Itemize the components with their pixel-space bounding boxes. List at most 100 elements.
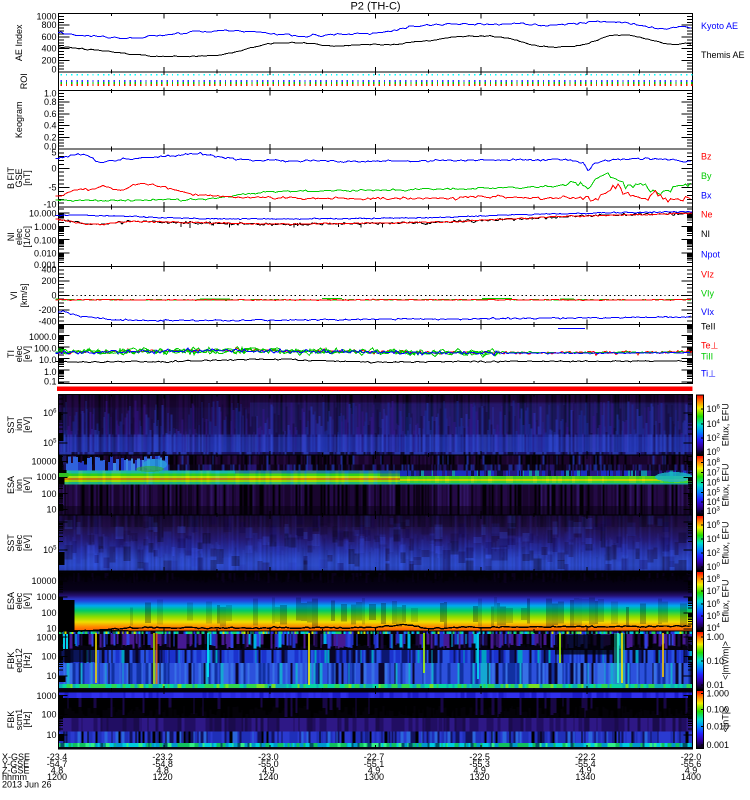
- svg-text:Kyoto AE: Kyoto AE: [701, 21, 738, 31]
- svg-text:ESA: ESA: [6, 476, 16, 494]
- svg-text:106: 106: [707, 599, 721, 609]
- svg-text:-55.0: -55.0: [258, 759, 279, 769]
- svg-text:0.010: 0.010: [34, 249, 57, 259]
- svg-text:Eflux, EFU: Eflux, EFU: [721, 579, 731, 622]
- svg-text:Eflux, EFU: Eflux, EFU: [721, 403, 731, 446]
- svg-text:1.0: 1.0: [44, 89, 57, 99]
- svg-text:ESA: ESA: [6, 592, 16, 610]
- svg-text:100.0: 100.0: [34, 344, 57, 354]
- svg-text:Npot: Npot: [701, 250, 721, 260]
- svg-text:VIx: VIx: [701, 307, 715, 317]
- svg-text:105: 105: [707, 488, 721, 498]
- svg-text:VIz: VIz: [701, 270, 715, 280]
- svg-text:1200: 1200: [47, 772, 67, 782]
- svg-text:10: 10: [46, 505, 56, 515]
- svg-text:1.000: 1.000: [707, 689, 730, 699]
- svg-text:4.9: 4.9: [685, 765, 698, 775]
- svg-text:2013 Jun 26: 2013 Jun 26: [2, 779, 52, 789]
- svg-text:-55.3: -55.3: [469, 759, 490, 769]
- svg-text:103: 103: [707, 506, 721, 516]
- svg-text:4.9: 4.9: [579, 765, 592, 775]
- svg-text:[Hz]: [Hz]: [22, 711, 32, 727]
- svg-text:105: 105: [43, 438, 57, 448]
- svg-text:FBK: FBK: [6, 711, 16, 729]
- svg-text:100: 100: [41, 489, 56, 499]
- svg-text:1000: 1000: [36, 472, 56, 482]
- svg-text:1000: 1000: [36, 12, 56, 22]
- svg-text:elec: elec: [14, 592, 24, 609]
- svg-text:VI: VI: [9, 291, 19, 300]
- svg-text:4.9: 4.9: [262, 765, 275, 775]
- svg-text:1000.0: 1000.0: [29, 332, 57, 342]
- svg-text:NI: NI: [6, 232, 16, 241]
- svg-text:-10: -10: [43, 200, 56, 210]
- svg-text:108: 108: [707, 458, 721, 468]
- svg-text:By: By: [701, 171, 712, 181]
- svg-text:1.00: 1.00: [707, 632, 725, 642]
- svg-text:106: 106: [707, 520, 721, 530]
- svg-text:0: 0: [51, 65, 56, 75]
- svg-text:0.10: 0.10: [707, 656, 725, 666]
- svg-text:[Hz]: [Hz]: [22, 652, 32, 668]
- svg-text:100: 100: [707, 447, 721, 457]
- svg-text:1220: 1220: [153, 772, 173, 782]
- svg-text:ion: ion: [14, 479, 24, 491]
- svg-text:-400: -400: [38, 317, 56, 327]
- svg-text:1.0: 1.0: [44, 367, 57, 377]
- svg-text:4.9: 4.9: [368, 765, 381, 775]
- svg-text:0.2: 0.2: [44, 132, 57, 142]
- svg-text:105: 105: [43, 545, 57, 555]
- svg-text:1240: 1240: [258, 772, 278, 782]
- svg-text:Ne: Ne: [701, 210, 713, 220]
- svg-text:106: 106: [707, 404, 721, 414]
- svg-text:[eV]: [eV]: [22, 417, 32, 433]
- svg-text:TiII: TiII: [701, 352, 713, 362]
- svg-text:0.6: 0.6: [44, 109, 57, 119]
- svg-text:-55.6: -55.6: [681, 759, 702, 769]
- svg-text:GSE: GSE: [14, 168, 24, 187]
- svg-text:1340: 1340: [575, 772, 595, 782]
- svg-text:5: 5: [51, 148, 56, 158]
- svg-text:-5: -5: [48, 183, 56, 193]
- svg-text:104: 104: [707, 497, 721, 507]
- svg-text:1400: 1400: [681, 772, 701, 782]
- svg-text:100: 100: [41, 608, 56, 618]
- svg-text:elec: elec: [14, 345, 24, 362]
- svg-text:Z-GSE: Z-GSE: [2, 765, 30, 775]
- svg-text:10000: 10000: [31, 576, 56, 586]
- svg-text:X-GSE: X-GSE: [2, 752, 30, 762]
- svg-text:elec: elec: [14, 228, 24, 245]
- svg-text:<|mV/m|>: <|mV/m|>: [721, 641, 731, 680]
- svg-text:0.8: 0.8: [44, 97, 57, 107]
- svg-text:[nT]: [nT]: [22, 170, 32, 186]
- svg-text:200: 200: [41, 276, 56, 286]
- svg-text:107: 107: [707, 586, 721, 596]
- svg-text:10: 10: [46, 671, 56, 681]
- svg-text:[eV]: [eV]: [22, 346, 32, 362]
- svg-text:102: 102: [707, 548, 721, 558]
- svg-text:[km/s]: [km/s]: [19, 284, 29, 308]
- svg-text:<|nT|>: <|nT|>: [721, 707, 731, 733]
- svg-text:800: 800: [41, 20, 56, 30]
- svg-text:0.100: 0.100: [707, 705, 730, 715]
- svg-text:SST: SST: [6, 534, 16, 552]
- svg-text:[1/cc]: [1/cc]: [22, 226, 32, 248]
- svg-text:4.8: 4.8: [156, 765, 169, 775]
- svg-text:0.001: 0.001: [707, 740, 730, 750]
- svg-text:10: 10: [46, 730, 56, 740]
- svg-text:P2 (TH-C): P2 (TH-C): [350, 1, 400, 13]
- svg-text:100: 100: [41, 652, 56, 662]
- svg-text:Ti⊥: Ti⊥: [701, 369, 716, 379]
- svg-text:104: 104: [707, 623, 721, 633]
- svg-text:0.001: 0.001: [34, 260, 57, 270]
- svg-text:Te⊥: Te⊥: [701, 341, 719, 351]
- svg-text:0.1: 0.1: [44, 376, 57, 386]
- svg-text:-55.4: -55.4: [575, 759, 596, 769]
- svg-text:Bx: Bx: [701, 191, 712, 201]
- svg-text:elec: elec: [14, 534, 24, 551]
- svg-text:hhmm: hhmm: [2, 772, 27, 782]
- svg-text:AE Index: AE Index: [14, 24, 24, 61]
- svg-text:107: 107: [707, 468, 721, 478]
- svg-text:Eflux, EFU: Eflux, EFU: [721, 463, 731, 506]
- svg-text:108: 108: [707, 574, 721, 584]
